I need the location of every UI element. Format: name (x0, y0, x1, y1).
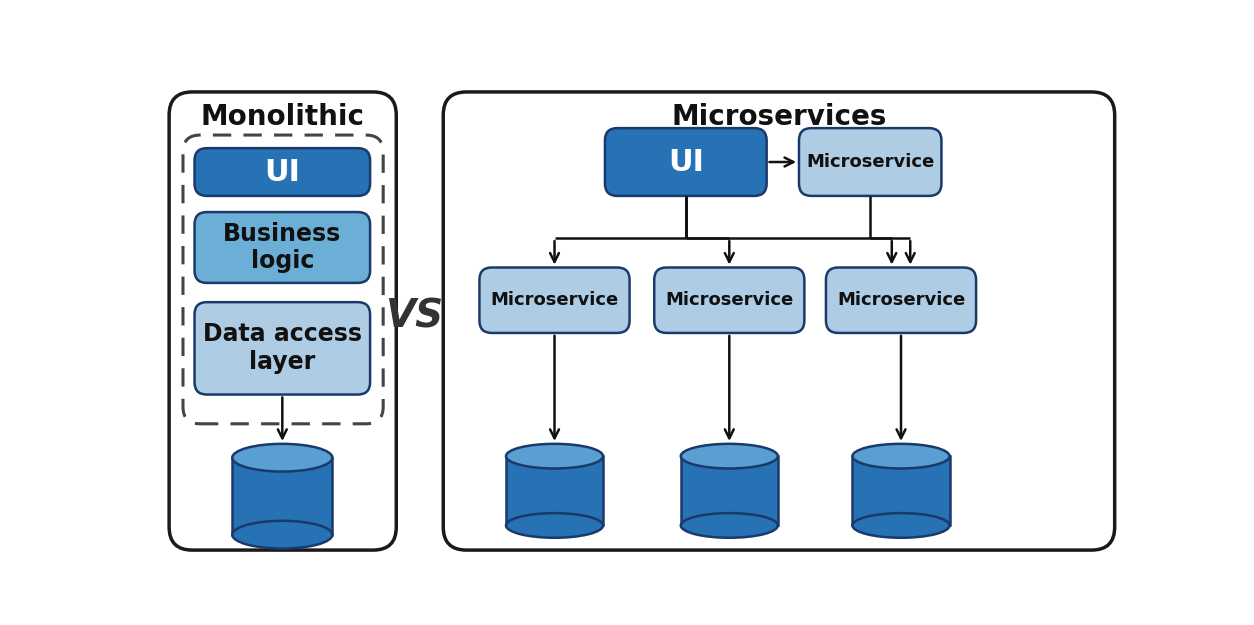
Text: Microservice: Microservice (490, 291, 618, 309)
Text: Data access
layer: Data access layer (203, 322, 362, 374)
Ellipse shape (853, 444, 949, 469)
Text: Microservice: Microservice (806, 153, 934, 171)
Text: Business
logic: Business logic (223, 222, 341, 273)
Polygon shape (507, 456, 603, 526)
Ellipse shape (232, 521, 332, 549)
Ellipse shape (681, 444, 777, 469)
Ellipse shape (232, 444, 332, 471)
Text: Microservice: Microservice (665, 291, 794, 309)
FancyBboxPatch shape (826, 268, 976, 333)
FancyBboxPatch shape (194, 212, 370, 283)
FancyBboxPatch shape (194, 148, 370, 196)
Polygon shape (853, 456, 949, 526)
Polygon shape (232, 458, 332, 535)
FancyBboxPatch shape (194, 302, 370, 394)
FancyBboxPatch shape (655, 268, 804, 333)
Polygon shape (681, 456, 777, 526)
Text: UI: UI (265, 158, 300, 186)
Text: Monolithic: Monolithic (201, 104, 365, 131)
FancyBboxPatch shape (479, 268, 630, 333)
Ellipse shape (507, 444, 603, 469)
FancyBboxPatch shape (169, 92, 396, 550)
Text: UI: UI (668, 148, 703, 176)
Ellipse shape (681, 513, 777, 538)
FancyBboxPatch shape (799, 128, 942, 196)
Text: VS: VS (385, 297, 443, 335)
FancyBboxPatch shape (443, 92, 1115, 550)
FancyBboxPatch shape (604, 128, 766, 196)
Ellipse shape (507, 513, 603, 538)
Text: Microservice: Microservice (836, 291, 966, 309)
Text: Microservices: Microservices (671, 104, 887, 131)
Ellipse shape (853, 513, 949, 538)
